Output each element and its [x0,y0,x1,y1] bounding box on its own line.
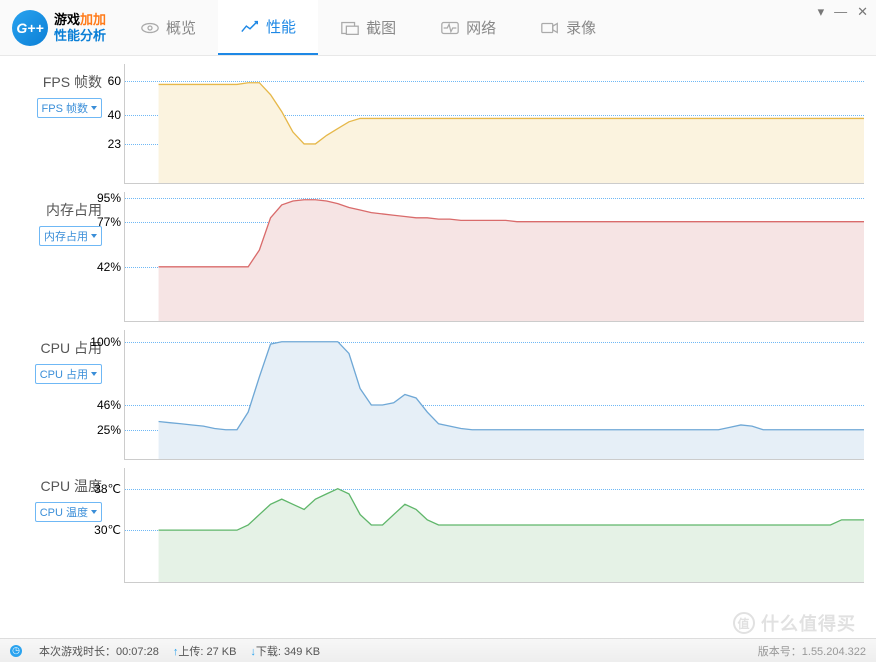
clock-icon: ◷ [10,645,22,657]
tab-label: 性能 [266,16,296,37]
ytick-label: 40 [108,108,125,122]
chart-label-block: 内存占用 内存占用 [12,192,122,322]
dropdown-label: FPS 帧数 [42,100,88,116]
tab-label: 录像 [566,17,596,38]
upload-label: 上传: [178,646,203,658]
chevron-down-icon [91,234,97,238]
content-area: FPS 帧数 FPS 帧数604023内存占用 内存占用95%77%42%CPU… [0,56,876,638]
ytick-label: 38℃ [94,482,125,496]
chevron-down-icon [91,372,97,376]
ytick-label: 60 [108,74,125,88]
dropdown-icon[interactable]: ▾ [818,4,825,20]
chart-plot: 604023 [124,64,864,184]
chart-row: 内存占用 内存占用95%77%42% [0,184,876,322]
chart-plot: 95%77%42% [124,192,864,322]
screenshot-icon [340,20,360,36]
upload-value: 27 KB [206,646,236,658]
statusbar: ◷ 本次游戏时长：00:07:28 ↑上传: 27 KB ↓下载: 349 KB… [0,638,876,662]
eye-icon [140,20,160,36]
chart-title: FPS 帧数 [12,72,102,92]
logo-section: G++ 游戏加加 性能分析 [0,0,118,55]
app-logo-icon: G++ [12,10,48,46]
chevron-down-icon [91,106,97,110]
chart-title: 内存占用 [12,200,102,220]
chart-row: FPS 帧数 FPS 帧数604023 [0,56,876,184]
topbar: G++ 游戏加加 性能分析 概览 性能 截图 网络 录像 ▾ — ✕ [0,0,876,56]
chart-label-block: CPU 占用 CPU 占用 [12,330,122,460]
watermark: 值 什么值得买 [733,610,856,636]
ytick-label: 42% [97,260,125,274]
ytick-label: 46% [97,398,125,412]
tab-label: 网络 [466,17,496,38]
chart-title: CPU 占用 [12,338,102,358]
tab-screenshot[interactable]: 截图 [318,0,418,55]
network-icon [440,20,460,36]
session-label: 本次游戏时长： [39,646,116,658]
ytick-label: 30℃ [94,523,125,537]
ytick-label: 23 [108,137,125,151]
dropdown-label: 内存占用 [44,228,88,244]
chart-area: 38℃30℃ [122,468,864,583]
chart-label-block: FPS 帧数 FPS 帧数 [12,64,122,184]
tab-record[interactable]: 录像 [518,0,618,55]
ytick-label: 25% [97,423,125,437]
chevron-down-icon [91,510,97,514]
chart-svg [125,330,864,459]
tab-eye[interactable]: 概览 [118,0,218,55]
session-value: 00:07:28 [116,646,159,658]
chart-plot: 100%46%25% [124,330,864,460]
download-label: 下载: [256,646,281,658]
main-tabs: 概览 性能 截图 网络 录像 [118,0,618,55]
app-title: 游戏加加 性能分析 [54,12,106,43]
chart-row: CPU 温度 CPU 温度38℃30℃ [0,460,876,583]
chart-area: 100%46%25% [122,330,864,460]
chart-dropdown[interactable]: FPS 帧数 [37,98,102,118]
chart-row: CPU 占用 CPU 占用100%46%25% [0,322,876,460]
chart-icon [240,19,260,35]
ytick-label: 77% [97,215,125,229]
chart-dropdown[interactable]: CPU 温度 [35,502,102,522]
minimize-icon[interactable]: — [834,4,847,20]
chart-svg [125,192,864,321]
dropdown-label: CPU 占用 [40,366,88,382]
tab-chart[interactable]: 性能 [218,0,318,55]
download-value: 349 KB [284,646,320,658]
chart-dropdown[interactable]: 内存占用 [39,226,102,246]
tab-network[interactable]: 网络 [418,0,518,55]
chart-svg [125,64,864,183]
chart-plot: 38℃30℃ [124,468,864,583]
close-icon[interactable]: ✕ [857,4,868,20]
tab-label: 截图 [366,17,396,38]
ytick-label: 95% [97,191,125,205]
chart-area: 95%77%42% [122,192,864,322]
window-controls: ▾ — ✕ [818,4,868,20]
chart-dropdown[interactable]: CPU 占用 [35,364,102,384]
tab-label: 概览 [166,17,196,38]
chart-title: CPU 温度 [12,476,102,496]
record-icon [540,20,560,36]
chart-svg [125,468,864,582]
version-label: 版本号：1.55.204.322 [758,643,866,659]
ytick-label: 100% [90,335,125,349]
dropdown-label: CPU 温度 [40,504,88,520]
chart-area: 604023 [122,64,864,184]
